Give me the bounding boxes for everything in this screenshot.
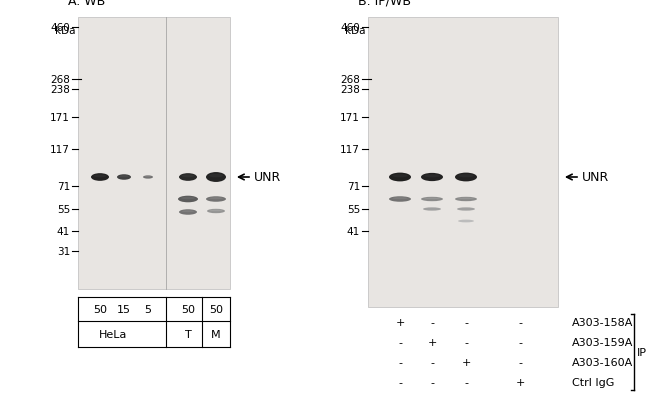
- Text: A303-158A: A303-158A: [572, 317, 633, 327]
- Text: 31: 31: [57, 246, 70, 256]
- Text: 171: 171: [50, 113, 70, 123]
- Text: M: M: [211, 329, 221, 339]
- Bar: [78, 18, 230, 289]
- Text: 71: 71: [346, 181, 360, 192]
- Ellipse shape: [389, 197, 411, 202]
- Text: 55: 55: [57, 205, 70, 215]
- Text: -: -: [464, 317, 468, 327]
- Text: -: -: [398, 357, 402, 367]
- Ellipse shape: [182, 211, 194, 213]
- Text: +: +: [462, 357, 471, 367]
- Text: 55: 55: [346, 205, 360, 215]
- Text: UNR: UNR: [254, 171, 281, 184]
- Text: IP: IP: [637, 347, 647, 357]
- Ellipse shape: [182, 175, 194, 178]
- Text: -: -: [398, 337, 402, 347]
- Ellipse shape: [458, 175, 474, 178]
- Ellipse shape: [94, 175, 107, 178]
- Text: 268: 268: [50, 75, 70, 85]
- Ellipse shape: [91, 174, 109, 181]
- Text: 117: 117: [50, 145, 70, 155]
- Ellipse shape: [179, 174, 197, 181]
- Ellipse shape: [210, 210, 222, 212]
- Ellipse shape: [144, 177, 151, 178]
- Text: A303-159A: A303-159A: [572, 337, 633, 347]
- Ellipse shape: [206, 197, 226, 202]
- Ellipse shape: [209, 174, 223, 178]
- Text: T: T: [185, 329, 191, 339]
- Ellipse shape: [423, 208, 441, 211]
- Ellipse shape: [424, 198, 439, 200]
- Text: -: -: [518, 317, 522, 327]
- Text: 41: 41: [346, 226, 360, 237]
- Text: -: -: [398, 377, 402, 387]
- Text: +: +: [515, 377, 525, 387]
- Text: -: -: [430, 377, 434, 387]
- Text: 5: 5: [144, 304, 151, 314]
- Ellipse shape: [455, 197, 477, 202]
- Text: A. WB: A. WB: [68, 0, 105, 8]
- Text: 71: 71: [57, 181, 70, 192]
- Ellipse shape: [143, 176, 153, 179]
- Ellipse shape: [458, 220, 474, 223]
- Text: 460: 460: [50, 23, 70, 33]
- Text: -: -: [518, 337, 522, 347]
- Ellipse shape: [393, 175, 408, 178]
- Text: 15: 15: [117, 304, 131, 314]
- Ellipse shape: [178, 196, 198, 203]
- Ellipse shape: [458, 198, 474, 200]
- Text: 171: 171: [340, 113, 360, 123]
- Ellipse shape: [206, 173, 226, 183]
- Ellipse shape: [455, 173, 477, 182]
- Text: 117: 117: [340, 145, 360, 155]
- Text: Ctrl IgG: Ctrl IgG: [572, 377, 614, 387]
- Text: -: -: [518, 357, 522, 367]
- Ellipse shape: [207, 209, 225, 214]
- Ellipse shape: [179, 210, 197, 215]
- Text: UNR: UNR: [582, 171, 609, 184]
- Ellipse shape: [181, 197, 195, 200]
- Text: B. IP/WB: B. IP/WB: [358, 0, 411, 8]
- Ellipse shape: [119, 176, 129, 178]
- Text: 268: 268: [340, 75, 360, 85]
- Text: -: -: [430, 357, 434, 367]
- Text: -: -: [430, 317, 434, 327]
- Bar: [368, 18, 558, 307]
- Ellipse shape: [209, 198, 223, 200]
- Text: 50: 50: [93, 304, 107, 314]
- Text: -: -: [464, 337, 468, 347]
- Text: kDa: kDa: [55, 26, 76, 36]
- Text: HeLa: HeLa: [99, 329, 127, 339]
- Ellipse shape: [393, 198, 408, 200]
- Text: +: +: [395, 317, 405, 327]
- Ellipse shape: [421, 197, 443, 202]
- Text: 460: 460: [340, 23, 360, 33]
- Text: 50: 50: [181, 304, 195, 314]
- Ellipse shape: [424, 175, 439, 178]
- Text: 41: 41: [57, 226, 70, 237]
- Ellipse shape: [421, 173, 443, 182]
- Text: -: -: [464, 377, 468, 387]
- Text: 50: 50: [209, 304, 223, 314]
- Text: 238: 238: [50, 85, 70, 95]
- Text: +: +: [427, 337, 437, 347]
- Ellipse shape: [117, 175, 131, 180]
- Text: kDa: kDa: [346, 26, 366, 36]
- Ellipse shape: [389, 173, 411, 182]
- Ellipse shape: [457, 208, 475, 211]
- Text: 238: 238: [340, 85, 360, 95]
- Text: A303-160A: A303-160A: [572, 357, 633, 367]
